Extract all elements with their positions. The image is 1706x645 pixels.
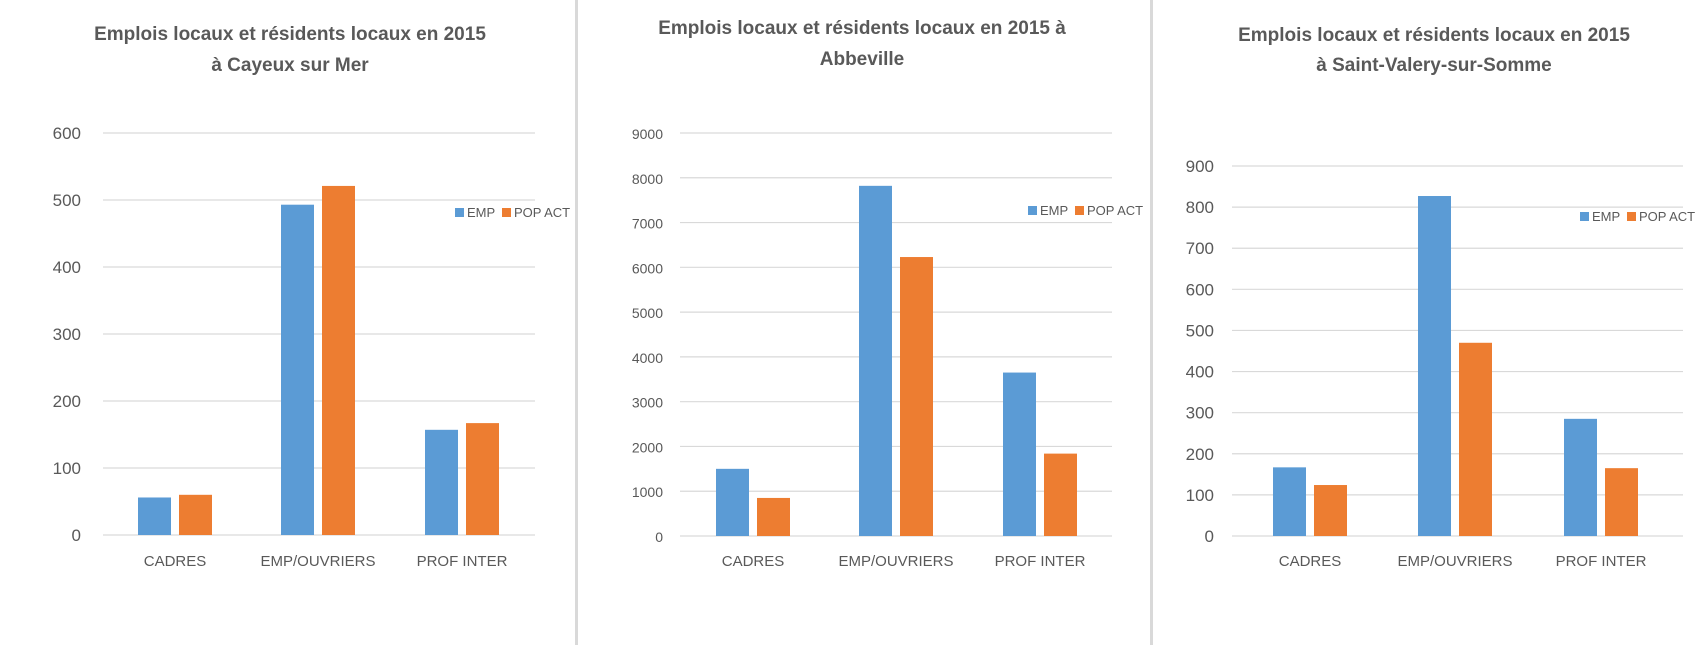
- x-category-label: CADRES: [1279, 553, 1342, 570]
- x-category-label: CADRES: [144, 553, 207, 570]
- legend-label-pop-act: POP ACT: [1087, 203, 1143, 218]
- y-tick-label: 1000: [632, 484, 663, 500]
- bar-emp: [1564, 418, 1597, 536]
- bar-emp: [716, 468, 749, 536]
- chart-title-line-2: Abbeville: [820, 49, 904, 70]
- y-tick-label: 2000: [632, 439, 663, 455]
- y-tick-label: 8000: [632, 171, 663, 187]
- chart-panel-saint-valery: Emplois locaux et résidents locaux en 20…: [1153, 0, 1706, 645]
- legend-swatch-emp: [1028, 206, 1037, 215]
- chart-title-line-1: Emplois locaux et résidents locaux en 20…: [658, 18, 1066, 39]
- bar-pop-act: [322, 185, 355, 535]
- legend-swatch-emp: [1580, 212, 1589, 221]
- y-tick-label: 100: [53, 459, 81, 478]
- chart-panel-abbeville: Emplois locaux et résidents locaux en 20…: [578, 0, 1150, 645]
- bar-emp: [1003, 372, 1036, 536]
- y-tick-label: 200: [53, 392, 81, 411]
- chart-abbeville: Emplois locaux et résidents locaux en 20…: [632, 18, 1143, 570]
- x-category-label: CADRES: [722, 553, 785, 570]
- bar-emp: [859, 185, 892, 537]
- x-category-label: EMP/OUVRIERS: [1397, 553, 1512, 570]
- bar-pop-act: [757, 497, 790, 536]
- legend-label-pop-act: POP ACT: [1639, 209, 1695, 224]
- y-tick-label: 300: [1186, 404, 1214, 423]
- legend-label-emp: EMP: [1040, 203, 1068, 218]
- bar-pop-act: [1459, 342, 1492, 536]
- y-tick-label: 5000: [632, 305, 663, 321]
- legend-swatch-emp: [455, 208, 464, 217]
- chart-cayeux: Emplois locaux et résidents locaux en 20…: [53, 24, 571, 570]
- legend-swatch-pop-act: [502, 208, 511, 217]
- y-tick-label: 600: [53, 124, 81, 143]
- chart-panel-cayeux: Emplois locaux et résidents locaux en 20…: [0, 0, 575, 645]
- y-tick-label: 7000: [632, 216, 663, 232]
- panel-separator: [575, 0, 578, 645]
- legend-label-emp: EMP: [467, 205, 495, 220]
- x-category-label: PROF INTER: [995, 553, 1086, 570]
- bar-emp: [1273, 467, 1306, 536]
- chart-title-line-1: Emplois locaux et résidents locaux en 20…: [1238, 25, 1630, 46]
- bar-pop-act: [1044, 453, 1077, 536]
- y-tick-label: 200: [1186, 445, 1214, 464]
- bar-pop-act: [1605, 468, 1638, 536]
- x-category-label: PROF INTER: [1556, 553, 1647, 570]
- x-category-label: EMP/OUVRIERS: [260, 553, 375, 570]
- y-tick-label: 400: [53, 258, 81, 277]
- y-tick-label: 4000: [632, 350, 663, 366]
- y-tick-label: 600: [1186, 280, 1214, 299]
- bar-emp: [425, 429, 458, 535]
- chart-title-line-1: Emplois locaux et résidents locaux en 20…: [94, 24, 486, 45]
- legend-swatch-pop-act: [1075, 206, 1084, 215]
- y-tick-label: 400: [1186, 363, 1214, 382]
- legend-label-pop-act: POP ACT: [514, 205, 570, 220]
- chart-title-line-2: à Cayeux sur Mer: [211, 55, 369, 76]
- bar-pop-act: [1314, 485, 1347, 536]
- y-tick-label: 300: [53, 325, 81, 344]
- legend-swatch-pop-act: [1627, 212, 1636, 221]
- y-tick-label: 500: [1186, 321, 1214, 340]
- y-tick-label: 6000: [632, 260, 663, 276]
- y-tick-label: 0: [72, 526, 81, 545]
- x-category-label: EMP/OUVRIERS: [838, 553, 953, 570]
- y-tick-label: 800: [1186, 198, 1214, 217]
- bar-pop-act: [179, 494, 212, 535]
- y-tick-label: 9000: [632, 126, 663, 142]
- bar-emp: [138, 497, 171, 535]
- legend-label-emp: EMP: [1592, 209, 1620, 224]
- y-tick-label: 500: [53, 191, 81, 210]
- bar-pop-act: [466, 423, 499, 535]
- y-tick-label: 900: [1186, 157, 1214, 176]
- panel-separator: [1150, 0, 1153, 645]
- bar-pop-act: [900, 257, 933, 536]
- y-tick-label: 3000: [632, 395, 663, 411]
- y-tick-label: 700: [1186, 239, 1214, 258]
- chart-saint-valery: Emplois locaux et résidents locaux en 20…: [1186, 25, 1696, 570]
- x-category-label: PROF INTER: [417, 553, 508, 570]
- bar-emp: [281, 204, 314, 535]
- chart-title-line-2: à Saint-Valery-sur-Somme: [1316, 55, 1551, 76]
- bar-emp: [1418, 196, 1451, 536]
- y-tick-label: 0: [655, 529, 663, 545]
- y-tick-label: 100: [1186, 486, 1214, 505]
- y-tick-label: 0: [1205, 527, 1214, 546]
